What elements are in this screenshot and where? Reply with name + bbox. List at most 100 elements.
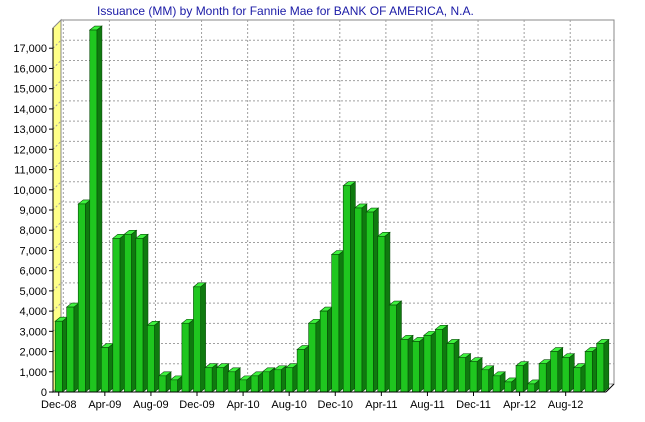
bar-face (170, 379, 178, 393)
y-tick-labels: 0 1,000 2,000 3,000 4,000 5,000 6,000 7,000 8,00… (13, 43, 47, 399)
bar-Sep-12 (572, 363, 587, 393)
bar-Nov-09 (181, 318, 195, 393)
bar-Jan-12 (480, 365, 495, 393)
bar-Dec-09 (192, 282, 207, 393)
x-tick-label: Dec-09 (179, 399, 214, 411)
bar-face (216, 367, 224, 393)
gridline-depth (52, 80, 62, 90)
bar-Jul-11 (411, 336, 426, 393)
bar-Jan-11 (342, 181, 357, 393)
y-tick-label: 13,000 (13, 124, 47, 136)
x-tick-labels: Dec-08 Apr-09 Aug-09 Dec-09 Apr-10 Aug-10 Dec-… (41, 399, 583, 411)
gridline-depth (52, 242, 62, 251)
bar-Apr-09 (100, 342, 115, 393)
chart-title: Issuance (MM) by Month for Fannie Mae fo… (97, 4, 474, 18)
y-tick-label: 9,000 (19, 205, 47, 217)
bar-Dec-11 (469, 357, 483, 393)
bar-May-11 (388, 300, 403, 393)
y-tick-label: 8,000 (19, 225, 47, 237)
y-tick-label: 6,000 (19, 266, 47, 278)
gridline-depth (52, 221, 62, 231)
bar-Aug-11 (423, 330, 437, 393)
bar-Jun-10 (261, 367, 276, 393)
bar-Apr-10 (238, 375, 253, 393)
x-tick-label: Dec-11 (456, 399, 491, 411)
bar-face (446, 343, 455, 393)
bar-Dec-08 (54, 316, 69, 393)
y-tick-label: 10,000 (13, 185, 47, 197)
bar-May-10 (250, 371, 265, 393)
bar-Mar-09 (88, 25, 103, 393)
bar-Feb-12 (492, 371, 506, 393)
bar-Jan-10 (204, 363, 218, 393)
gridline-depth (52, 201, 62, 211)
bar-face (296, 349, 305, 393)
x-tick-label: Aug-09 (133, 399, 168, 411)
bar-Aug-12 (561, 352, 576, 393)
x-tick-label: Apr-11 (365, 399, 397, 411)
bars (54, 25, 610, 393)
bar-face (492, 375, 501, 393)
bar-Aug-10 (284, 363, 299, 393)
bar-face (100, 347, 109, 393)
y-tick-label: 7,000 (19, 245, 47, 257)
bar-face (584, 351, 593, 393)
bar-face (331, 254, 340, 393)
y-tick-label: 14,000 (13, 104, 47, 116)
bar-Jun-09 (123, 229, 138, 393)
bar-face (239, 379, 247, 393)
bar-Jun-11 (399, 334, 414, 393)
bar-face (112, 238, 121, 393)
y-tick-label: 1,000 (19, 367, 47, 379)
x-tick-label: Aug-10 (271, 399, 306, 411)
bar-Oct-11 (446, 338, 460, 393)
bar-Oct-09 (169, 375, 184, 393)
x-axis-depth-line (605, 383, 615, 393)
bar-face (504, 381, 512, 393)
bar-face (273, 369, 282, 393)
bar-face (250, 375, 259, 393)
bar-face (538, 363, 547, 393)
x-tick-label: Aug-11 (410, 399, 445, 411)
bar-Jul-12 (549, 346, 564, 393)
gridline-depth (52, 302, 62, 312)
bar-face (515, 365, 524, 393)
bar-face (77, 203, 86, 393)
gridline-depth (52, 140, 62, 150)
y-tick-label: 4,000 (19, 306, 47, 318)
y-tick-label: 5,000 (19, 286, 47, 298)
bar-Apr-12 (515, 361, 530, 393)
gridline-depth (52, 262, 62, 272)
bar-face (377, 235, 386, 393)
x-tick-label: Aug-12 (548, 399, 583, 411)
bar-Feb-11 (353, 203, 368, 393)
bar-Jul-09 (134, 233, 149, 393)
bar-face (319, 310, 328, 393)
bar-face (469, 361, 478, 393)
y-tick-label: 2,000 (19, 347, 47, 359)
bar-Sep-11 (434, 324, 449, 393)
bar-Feb-10 (215, 363, 230, 393)
bar-side (603, 338, 610, 393)
y-tick-label: 11,000 (14, 165, 47, 177)
bar-face (527, 383, 535, 393)
x-tick-label: Apr-10 (227, 399, 260, 411)
bar-face (388, 304, 397, 393)
gridline-depth (52, 100, 62, 110)
bar-face (193, 286, 201, 393)
bar-face (285, 367, 294, 393)
bar-face (365, 211, 374, 393)
bar-face (481, 369, 489, 393)
bar-side (96, 25, 103, 393)
bar-face (400, 339, 409, 393)
gridline-depth (52, 161, 62, 170)
bar-Jan-09 (65, 302, 80, 393)
axes (49, 28, 615, 396)
bar-face (124, 233, 132, 393)
x-tick-label: Dec-08 (41, 399, 76, 411)
bar-Mar-10 (227, 367, 241, 393)
y-tick-label: 15,000 (13, 84, 47, 96)
bar-Sep-09 (158, 371, 172, 393)
bar-face (308, 322, 317, 393)
